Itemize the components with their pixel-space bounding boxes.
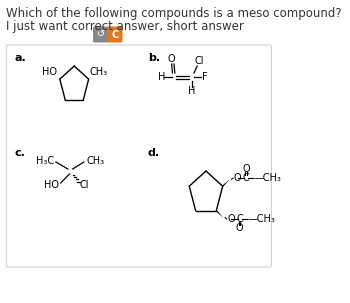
Text: ↺: ↺ [97,29,105,39]
Text: —CH₃: —CH₃ [247,214,275,224]
Polygon shape [223,179,230,187]
Text: Cl: Cl [80,180,89,190]
Text: H: H [188,86,195,96]
Text: CH₃: CH₃ [86,156,104,166]
Text: —CH₃: —CH₃ [254,173,282,183]
Text: d.: d. [148,148,160,158]
FancyBboxPatch shape [6,45,272,267]
Text: HO: HO [44,180,59,190]
Text: F: F [202,72,207,82]
FancyBboxPatch shape [107,26,122,42]
Text: Which of the following compounds is a meso compound?: Which of the following compounds is a me… [6,7,342,20]
Text: C: C [243,173,249,183]
Text: I just want correct answer, short answer: I just want correct answer, short answer [6,20,244,33]
Text: O: O [234,173,241,183]
Text: O: O [236,223,243,233]
Text: c.: c. [14,148,25,158]
Text: CH₃: CH₃ [90,67,107,77]
Text: HO: HO [42,67,57,77]
Text: O: O [168,54,175,64]
Text: O: O [242,164,250,174]
Text: b.: b. [148,53,160,63]
Text: H: H [158,72,165,82]
Text: O: O [228,214,235,224]
Text: a.: a. [14,53,26,63]
Text: H₃C: H₃C [36,156,54,166]
Text: Cl: Cl [195,56,204,66]
Polygon shape [216,210,224,218]
FancyBboxPatch shape [93,26,108,42]
Text: C: C [236,214,243,224]
Text: C: C [111,29,119,39]
